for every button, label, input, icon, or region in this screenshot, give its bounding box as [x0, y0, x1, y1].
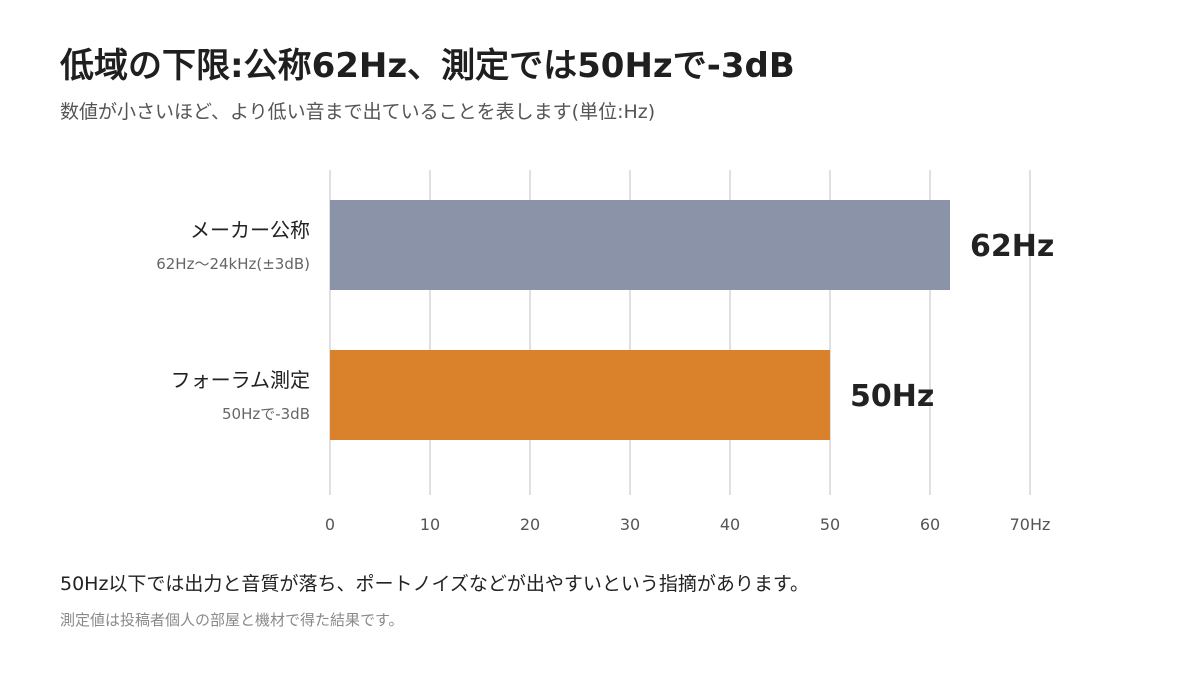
category-sublabel: 62Hz〜24kHz(±3dB) — [156, 255, 310, 273]
x-tick-label: 30 — [620, 515, 640, 534]
x-tick-label: 40 — [720, 515, 740, 534]
bar-value-label: 62Hz — [970, 229, 1054, 264]
bar-value-label: 50Hz — [850, 379, 934, 414]
category-labels: メーカー公称 62Hz〜24kHz(±3dB) フォーラム測定 50Hzで-3dB — [156, 218, 310, 423]
bars: 62Hz 50Hz — [330, 200, 1054, 440]
chart-subtitle: 数値が小さいほど、より低い音まで出ていることを表します(単位:Hz) — [60, 101, 656, 123]
category-label: メーカー公称 — [190, 218, 310, 242]
x-tick-label: 10 — [420, 515, 440, 534]
category-label: フォーラム測定 — [171, 368, 310, 392]
bar — [330, 200, 950, 290]
x-tick-label: 20 — [520, 515, 540, 534]
chart-title: 低域の下限:公称62Hz、測定では50Hzで-3dB — [60, 46, 795, 86]
x-tick-label: 0 — [325, 515, 335, 534]
chart-note: 50Hz以下では出力と音質が落ち、ポートノイズなどが出やすいという指摘があります… — [60, 573, 809, 595]
x-tick-label: 50 — [820, 515, 840, 534]
x-tick-label: 60 — [920, 515, 940, 534]
x-tick-label: 70Hz — [1010, 515, 1051, 534]
chart-footnote: 測定値は投稿者個人の部屋と機材で得た結果です。 — [60, 611, 404, 629]
bar — [330, 350, 830, 440]
category-sublabel: 50Hzで-3dB — [222, 405, 310, 423]
x-axis-ticks: 0 10 20 30 40 50 60 70Hz — [325, 515, 1050, 534]
